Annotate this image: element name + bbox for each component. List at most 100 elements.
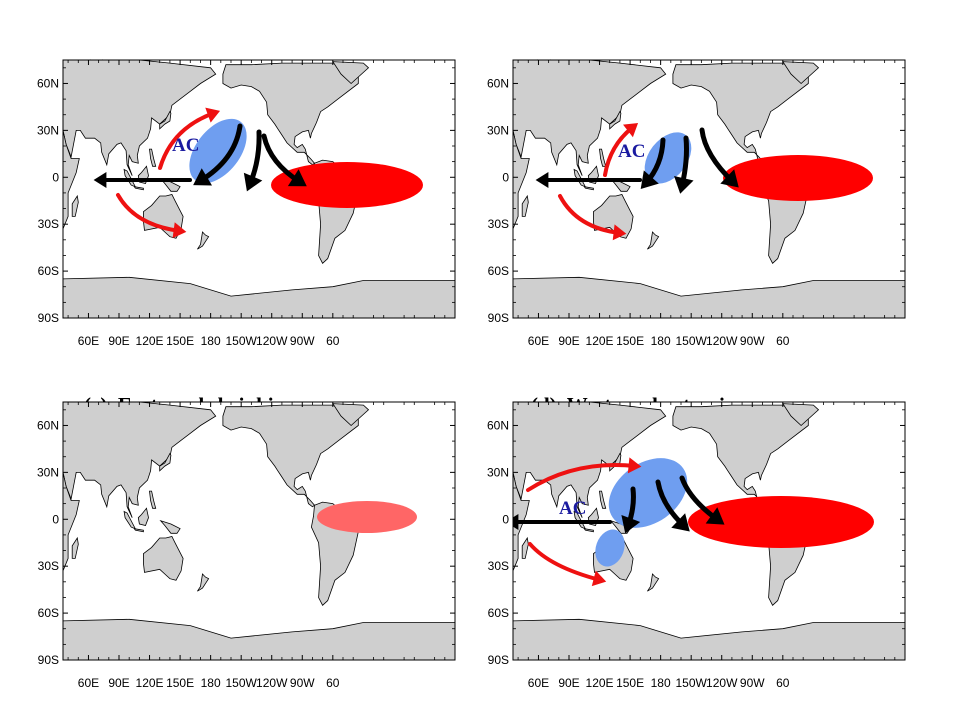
lon-tick-label: 90E — [108, 676, 129, 690]
landmass — [583, 528, 594, 533]
landmass — [513, 60, 667, 176]
lon-tick-label: 150E — [166, 676, 194, 690]
black-arrow-west — [93, 172, 192, 188]
map-d: AC 60N 30N 0 30S 60S 90S 60E 90E 120E 150E 180 150W 1… — [487, 401, 906, 690]
landmass — [513, 276, 905, 318]
map-frame — [512, 59, 906, 319]
red-arrow-south — [116, 193, 187, 239]
lon-tick-label: 90E — [558, 334, 579, 348]
lon-tick-label: 120E — [136, 676, 164, 690]
lon-tick-label: 90E — [558, 676, 579, 690]
small-anomaly — [595, 529, 625, 567]
lat-tick-label: 30N — [487, 465, 509, 479]
lon-tick-label: 90W — [740, 334, 765, 348]
land-layer — [63, 402, 455, 660]
lon-tick-label: 150W — [226, 334, 258, 348]
landmass — [672, 62, 809, 166]
landmass — [133, 186, 144, 191]
landmass — [137, 507, 149, 526]
lat-tick-label: 90S — [488, 311, 509, 325]
landmass — [599, 490, 607, 509]
black-arrow-2 — [655, 479, 690, 532]
landmass — [159, 110, 172, 130]
landmass — [647, 573, 660, 592]
landmass — [513, 402, 667, 518]
lat-tick-label: 60N — [487, 418, 509, 432]
red-arrow-north — [603, 123, 639, 177]
landmass — [609, 110, 622, 130]
warm-anomaly — [723, 155, 873, 201]
landmass — [521, 536, 529, 559]
landmass — [647, 231, 660, 250]
black-arrow-3 — [679, 475, 725, 525]
lat-tick-label: 60N — [37, 418, 59, 432]
lon-tick-label: 120W — [256, 676, 288, 690]
landmass — [63, 402, 217, 518]
map-b: AC 60N 30N 0 30S 60S 90S 60E 90E 120E 150E 180 150W 1… — [487, 59, 906, 348]
lat-tick-label: 30N — [37, 465, 59, 479]
lon-tick-label: 180 — [201, 676, 221, 690]
black-arrow-1 — [640, 137, 666, 189]
lat-tick-label: 60N — [487, 76, 509, 90]
map-frame — [512, 401, 906, 661]
lat-tick-label: 30S — [488, 559, 509, 573]
lon-tick-label: 120E — [586, 676, 614, 690]
black-arrow-3 — [699, 127, 739, 188]
landmass — [63, 472, 80, 572]
landmass — [63, 276, 455, 318]
lon-tick-label: 150E — [166, 334, 194, 348]
ac-label: AC — [618, 141, 645, 162]
landmass — [63, 130, 80, 230]
lon-tick-label: 90W — [290, 676, 315, 690]
lon-tick-label: 150W — [226, 676, 258, 690]
lon-tick-label: 120W — [706, 334, 738, 348]
landmass — [149, 148, 157, 167]
lon-tick-label: 60 — [326, 676, 340, 690]
lon-tick-label: 120W — [256, 334, 288, 348]
landmass — [142, 536, 184, 581]
landmass — [222, 62, 359, 166]
panel-b: (b) Reasonable extension AC60N30N030S60S… — [450, 0, 930, 360]
landmass — [197, 573, 210, 592]
map-frame — [62, 401, 456, 661]
red-arrow-north — [526, 457, 642, 492]
warm-anomaly-faint — [317, 501, 417, 533]
black-arrow-1 — [621, 486, 641, 534]
lon-tick-label: 150E — [616, 676, 644, 690]
warm-anomaly — [688, 496, 874, 548]
landmass — [332, 403, 370, 427]
black-arrow-west — [513, 514, 612, 530]
lat-tick-label: 90S — [38, 311, 59, 325]
lat-tick-label: 0 — [502, 512, 509, 526]
lon-tick-label: 120E — [586, 334, 614, 348]
ac-label: AC — [172, 135, 199, 156]
lon-tick-label: 150E — [616, 334, 644, 348]
lon-tick-label: 60E — [528, 676, 549, 690]
lat-tick-label: 60N — [37, 76, 59, 90]
black-arrow-2 — [243, 129, 263, 192]
lon-tick-label: 180 — [201, 334, 221, 348]
black-arrow-west — [535, 172, 642, 188]
lat-tick-label: 60S — [38, 264, 59, 278]
landmass — [133, 528, 144, 533]
black-arrow-1 — [193, 123, 243, 186]
ac-label: AC — [559, 498, 586, 519]
landmass — [159, 452, 172, 472]
landmass — [123, 510, 137, 530]
lon-tick-label: 150W — [676, 334, 708, 348]
landmass — [583, 186, 594, 191]
red-arrow-south — [528, 542, 607, 587]
lat-tick-label: 90S — [488, 653, 509, 667]
landmass — [71, 194, 79, 217]
map-a: AC 60N 30N 0 30S 60S 90S 60E 90E 120E 150E 180 150W 1… — [37, 59, 456, 348]
lat-tick-label: 60S — [488, 264, 509, 278]
lon-tick-label: 120E — [136, 334, 164, 348]
landmass — [63, 60, 217, 176]
lat-tick-label: 30S — [488, 217, 509, 231]
map-c: 60N 30N 0 30S 60S 90S 60E 90E 120E 150E 180 150W 120… — [37, 401, 456, 690]
landmass — [222, 404, 359, 508]
black-arrow-2 — [674, 135, 694, 194]
lat-tick-label: 30N — [487, 123, 509, 137]
lon-tick-label: 90W — [290, 334, 315, 348]
lon-tick-label: 150W — [676, 676, 708, 690]
